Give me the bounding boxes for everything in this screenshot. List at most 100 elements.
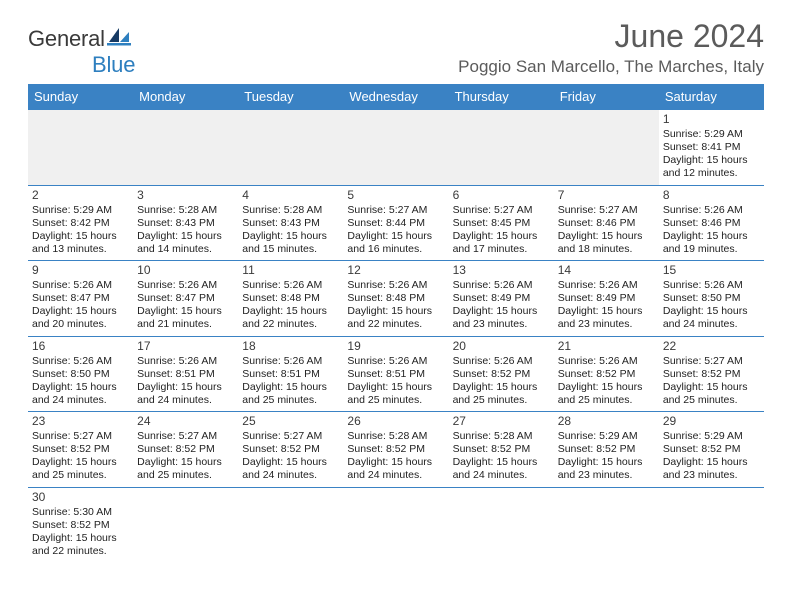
sunset-line: Sunset: 8:52 PM: [558, 443, 636, 455]
sunset-line: Sunset: 8:52 PM: [242, 443, 320, 455]
day-info: Sunrise: 5:27 AMSunset: 8:44 PMDaylight:…: [347, 204, 444, 257]
brand-part1: General: [28, 26, 105, 51]
calendar-day-cell: 12Sunrise: 5:26 AMSunset: 8:48 PMDayligh…: [343, 261, 448, 337]
day-info: Sunrise: 5:26 AMSunset: 8:47 PMDaylight:…: [137, 279, 234, 332]
daylight-line: Daylight: 15 hours and 22 minutes.: [242, 305, 327, 330]
calendar-empty-cell: [343, 487, 448, 562]
daylight-line: Daylight: 15 hours and 25 minutes.: [242, 381, 327, 406]
daylight-line: Daylight: 15 hours and 24 minutes.: [453, 456, 538, 481]
sunrise-line: Sunrise: 5:26 AM: [453, 355, 533, 367]
daylight-line: Daylight: 15 hours and 23 minutes.: [453, 305, 538, 330]
day-info: Sunrise: 5:26 AMSunset: 8:52 PMDaylight:…: [453, 355, 550, 408]
sunset-line: Sunset: 8:51 PM: [347, 368, 425, 380]
day-info: Sunrise: 5:26 AMSunset: 8:52 PMDaylight:…: [558, 355, 655, 408]
day-info: Sunrise: 5:28 AMSunset: 8:43 PMDaylight:…: [137, 204, 234, 257]
calendar-day-cell: 16Sunrise: 5:26 AMSunset: 8:50 PMDayligh…: [28, 336, 133, 412]
daylight-line: Daylight: 15 hours and 16 minutes.: [347, 230, 432, 255]
calendar-day-cell: 15Sunrise: 5:26 AMSunset: 8:50 PMDayligh…: [659, 261, 764, 337]
sunrise-line: Sunrise: 5:27 AM: [453, 204, 533, 216]
sunrise-line: Sunrise: 5:27 AM: [242, 430, 322, 442]
daylight-line: Daylight: 15 hours and 24 minutes.: [242, 456, 327, 481]
daylight-line: Daylight: 15 hours and 22 minutes.: [32, 532, 117, 557]
day-number: 27: [453, 414, 550, 429]
calendar-empty-cell: [554, 110, 659, 186]
day-number: 20: [453, 339, 550, 354]
daylight-line: Daylight: 15 hours and 25 minutes.: [137, 456, 222, 481]
day-number: 25: [242, 414, 339, 429]
daylight-line: Daylight: 15 hours and 24 minutes.: [347, 456, 432, 481]
sunset-line: Sunset: 8:50 PM: [663, 292, 741, 304]
calendar-day-cell: 30Sunrise: 5:30 AMSunset: 8:52 PMDayligh…: [28, 487, 133, 562]
calendar-day-cell: 11Sunrise: 5:26 AMSunset: 8:48 PMDayligh…: [238, 261, 343, 337]
dayname-header: Thursday: [449, 84, 554, 110]
sunrise-line: Sunrise: 5:26 AM: [663, 204, 743, 216]
calendar-empty-cell: [449, 487, 554, 562]
calendar-week-row: 23Sunrise: 5:27 AMSunset: 8:52 PMDayligh…: [28, 412, 764, 488]
day-info: Sunrise: 5:29 AMSunset: 8:52 PMDaylight:…: [663, 430, 760, 483]
calendar-day-cell: 7Sunrise: 5:27 AMSunset: 8:46 PMDaylight…: [554, 185, 659, 261]
day-info: Sunrise: 5:26 AMSunset: 8:50 PMDaylight:…: [32, 355, 129, 408]
sunrise-line: Sunrise: 5:26 AM: [558, 355, 638, 367]
day-info: Sunrise: 5:28 AMSunset: 8:43 PMDaylight:…: [242, 204, 339, 257]
sunrise-line: Sunrise: 5:26 AM: [32, 279, 112, 291]
calendar-day-cell: 13Sunrise: 5:26 AMSunset: 8:49 PMDayligh…: [449, 261, 554, 337]
daylight-line: Daylight: 15 hours and 24 minutes.: [137, 381, 222, 406]
day-number: 26: [347, 414, 444, 429]
calendar-empty-cell: [554, 487, 659, 562]
calendar-day-cell: 4Sunrise: 5:28 AMSunset: 8:43 PMDaylight…: [238, 185, 343, 261]
dayname-header: Wednesday: [343, 84, 448, 110]
sunrise-line: Sunrise: 5:27 AM: [558, 204, 638, 216]
day-number: 10: [137, 263, 234, 278]
day-info: Sunrise: 5:27 AMSunset: 8:46 PMDaylight:…: [558, 204, 655, 257]
day-info: Sunrise: 5:26 AMSunset: 8:47 PMDaylight:…: [32, 279, 129, 332]
sunrise-line: Sunrise: 5:26 AM: [347, 279, 427, 291]
sunset-line: Sunset: 8:49 PM: [453, 292, 531, 304]
calendar-empty-cell: [238, 487, 343, 562]
sunrise-line: Sunrise: 5:28 AM: [347, 430, 427, 442]
day-number: 28: [558, 414, 655, 429]
calendar-empty-cell: [133, 110, 238, 186]
day-number: 23: [32, 414, 129, 429]
day-info: Sunrise: 5:27 AMSunset: 8:45 PMDaylight:…: [453, 204, 550, 257]
calendar-header-row: SundayMondayTuesdayWednesdayThursdayFrid…: [28, 84, 764, 110]
sunset-line: Sunset: 8:47 PM: [137, 292, 215, 304]
dayname-header: Saturday: [659, 84, 764, 110]
daylight-line: Daylight: 15 hours and 24 minutes.: [663, 305, 748, 330]
day-info: Sunrise: 5:28 AMSunset: 8:52 PMDaylight:…: [347, 430, 444, 483]
sunset-line: Sunset: 8:51 PM: [137, 368, 215, 380]
day-info: Sunrise: 5:26 AMSunset: 8:51 PMDaylight:…: [137, 355, 234, 408]
dayname-header: Sunday: [28, 84, 133, 110]
daylight-line: Daylight: 15 hours and 25 minutes.: [663, 381, 748, 406]
sunset-line: Sunset: 8:45 PM: [453, 217, 531, 229]
day-number: 4: [242, 188, 339, 203]
calendar-day-cell: 21Sunrise: 5:26 AMSunset: 8:52 PMDayligh…: [554, 336, 659, 412]
daylight-line: Daylight: 15 hours and 25 minutes.: [32, 456, 117, 481]
sunset-line: Sunset: 8:48 PM: [242, 292, 320, 304]
sunrise-line: Sunrise: 5:29 AM: [663, 128, 743, 140]
calendar-week-row: 2Sunrise: 5:29 AMSunset: 8:42 PMDaylight…: [28, 185, 764, 261]
sunset-line: Sunset: 8:52 PM: [663, 443, 741, 455]
calendar-body: 1Sunrise: 5:29 AMSunset: 8:41 PMDaylight…: [28, 110, 764, 563]
day-info: Sunrise: 5:27 AMSunset: 8:52 PMDaylight:…: [663, 355, 760, 408]
calendar-table: SundayMondayTuesdayWednesdayThursdayFrid…: [28, 84, 764, 562]
page-header: General Blue June 2024 Poggio San Marcel…: [28, 18, 764, 78]
calendar-day-cell: 1Sunrise: 5:29 AMSunset: 8:41 PMDaylight…: [659, 110, 764, 186]
day-info: Sunrise: 5:27 AMSunset: 8:52 PMDaylight:…: [32, 430, 129, 483]
calendar-week-row: 1Sunrise: 5:29 AMSunset: 8:41 PMDaylight…: [28, 110, 764, 186]
calendar-day-cell: 25Sunrise: 5:27 AMSunset: 8:52 PMDayligh…: [238, 412, 343, 488]
sunset-line: Sunset: 8:51 PM: [242, 368, 320, 380]
sunset-line: Sunset: 8:48 PM: [347, 292, 425, 304]
day-number: 13: [453, 263, 550, 278]
calendar-empty-cell: [659, 487, 764, 562]
day-number: 19: [347, 339, 444, 354]
calendar-week-row: 30Sunrise: 5:30 AMSunset: 8:52 PMDayligh…: [28, 487, 764, 562]
day-number: 7: [558, 188, 655, 203]
day-number: 6: [453, 188, 550, 203]
sunset-line: Sunset: 8:52 PM: [663, 368, 741, 380]
calendar-empty-cell: [133, 487, 238, 562]
day-info: Sunrise: 5:26 AMSunset: 8:50 PMDaylight:…: [663, 279, 760, 332]
sunrise-line: Sunrise: 5:26 AM: [347, 355, 427, 367]
brand-part2: Blue: [92, 52, 135, 77]
sunset-line: Sunset: 8:52 PM: [32, 519, 110, 531]
sunset-line: Sunset: 8:52 PM: [453, 443, 531, 455]
